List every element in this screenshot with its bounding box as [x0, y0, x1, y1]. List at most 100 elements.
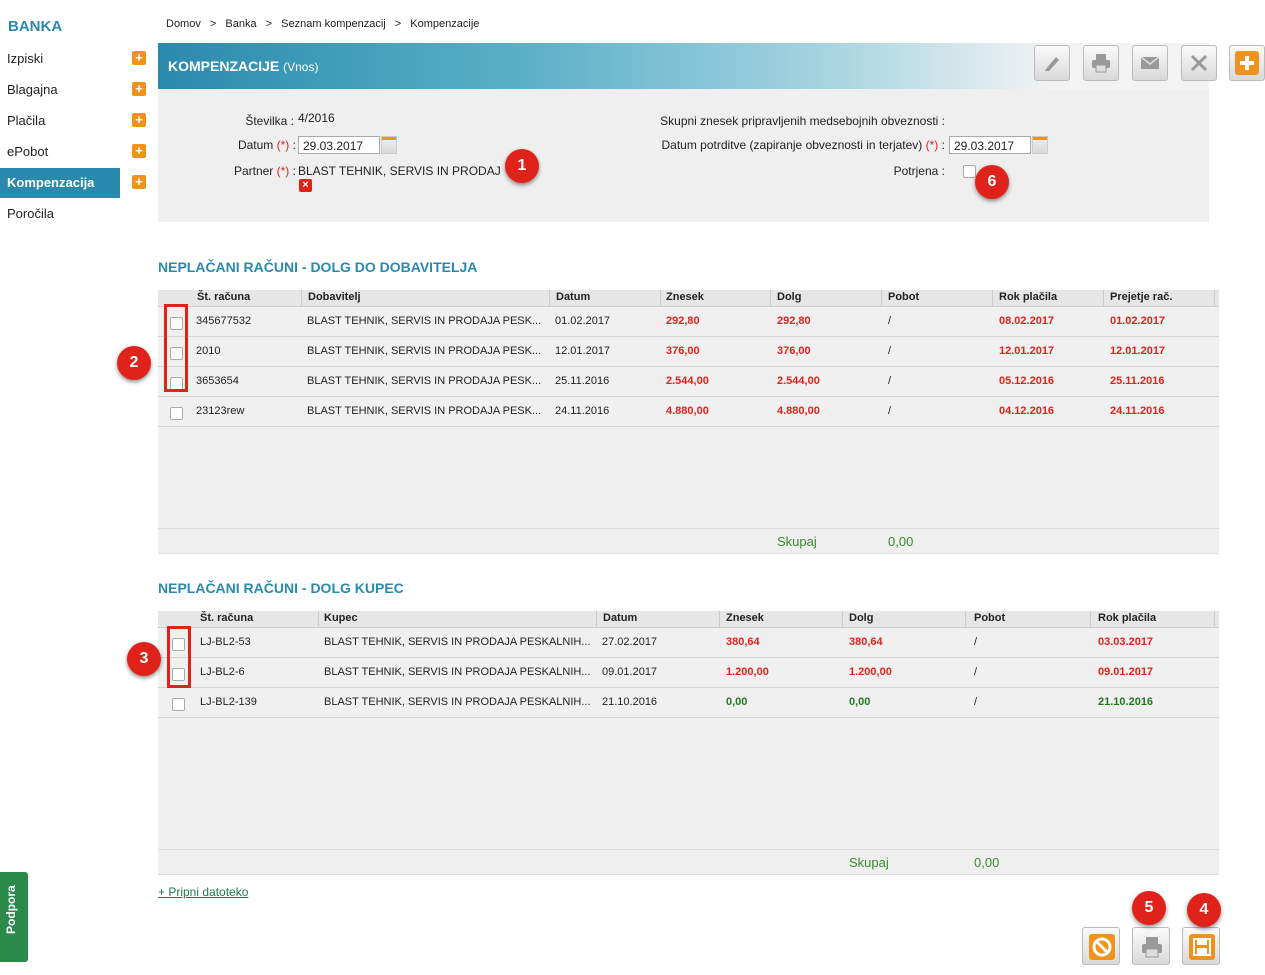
plus-icon[interactable]: +: [132, 113, 146, 127]
plus-icon[interactable]: +: [132, 51, 146, 65]
cell-datum: 25.11.2016: [555, 375, 610, 387]
table-header: Št. računa Kupec Datum Znesek Dolg Pobot…: [158, 611, 1219, 628]
colon: :: [292, 138, 296, 152]
stevilka-label: Številka :: [245, 114, 294, 128]
table-row[interactable]: LJ-BL2-139 BLAST TEHNIK, SERVIS IN PRODA…: [158, 687, 1219, 718]
col-rok[interactable]: Rok plačila: [1098, 612, 1157, 624]
cell-dolg: 1.200,00: [849, 666, 892, 678]
sidebar-item-porocila[interactable]: Poročila: [0, 199, 150, 229]
sum-value: 0,00: [888, 534, 914, 549]
potrditev-input[interactable]: 29.03.2017: [949, 136, 1031, 154]
cell-znesek: 292,80: [666, 315, 700, 327]
sidebar-item-kompenzacija[interactable]: Kompenzacija +: [0, 168, 150, 198]
plus-icon[interactable]: +: [132, 144, 146, 158]
annotation-badge-5: 5: [1132, 891, 1166, 925]
sidebar-item-izpiski[interactable]: Izpiski +: [0, 44, 150, 74]
mail-icon: [1140, 56, 1160, 69]
sum-value: 0,00: [974, 855, 1000, 870]
col-datum[interactable]: Datum: [556, 291, 591, 303]
cell-dolg: 376,00: [777, 345, 811, 357]
potrjena-checkbox[interactable]: [963, 165, 976, 178]
edit-button[interactable]: [1034, 45, 1070, 81]
col-datum[interactable]: Datum: [603, 612, 638, 624]
calendar-icon[interactable]: [381, 136, 397, 154]
table-row[interactable]: 345677532 BLAST TEHNIK, SERVIS IN PRODAJ…: [158, 306, 1219, 337]
sidebar-item-label: Plačila: [7, 113, 46, 128]
potrjena-label: Potrjena :: [893, 164, 945, 178]
attach-file-link[interactable]: + Pripni datoteko: [158, 885, 249, 899]
col-znesek[interactable]: Znesek: [726, 612, 764, 624]
sidebar-item-epobot[interactable]: ePobot +: [0, 137, 150, 167]
mail-button[interactable]: [1132, 45, 1168, 81]
cell-prejetje: 12.01.2017: [1110, 345, 1166, 357]
datum-label-group: Datum (*) :: [200, 138, 296, 152]
print-button[interactable]: [1083, 45, 1119, 81]
remove-partner-icon[interactable]: ×: [299, 179, 312, 192]
cancel-button[interactable]: [1082, 927, 1120, 965]
plus-icon[interactable]: +: [132, 175, 146, 189]
row-checkbox[interactable]: [172, 698, 185, 711]
cell-partner: BLAST TEHNIK, SERVIS IN PRODAJA PESKALNI…: [324, 696, 591, 708]
col-dolg[interactable]: Dolg: [777, 291, 802, 303]
breadcrumb-list[interactable]: Seznam kompenzacij: [281, 18, 386, 30]
form-panel: [158, 89, 1209, 222]
support-tab[interactable]: Podpora: [0, 872, 28, 962]
cell-znesek: 0,00: [726, 696, 748, 708]
table-row[interactable]: 3653654 BLAST TEHNIK, SERVIS IN PRODAJA …: [158, 366, 1219, 397]
save-button[interactable]: [1182, 927, 1220, 965]
cell-partner: BLAST TEHNIK, SERVIS IN PRODAJA PESKALNI…: [324, 636, 591, 648]
col-partner[interactable]: Dobavitelj: [308, 291, 361, 303]
col-sep: [965, 611, 966, 627]
cell-st: LJ-BL2-139: [200, 696, 257, 708]
row-checkbox[interactable]: [170, 347, 183, 360]
sidebar-item-label: Izpiski: [7, 51, 44, 66]
cell-prejetje: 24.11.2016: [1110, 405, 1165, 417]
sum-label: Skupaj: [849, 855, 889, 870]
col-pobot[interactable]: Pobot: [974, 612, 1006, 624]
row-checkbox[interactable]: [170, 317, 183, 330]
cell-st: LJ-BL2-53: [200, 636, 251, 648]
cell-znesek: 380,64: [726, 636, 760, 648]
breadcrumb-home[interactable]: Domov: [166, 18, 201, 30]
sidebar-item-placila[interactable]: Plačila +: [0, 106, 150, 136]
cell-dolg: 2.544,00: [777, 375, 820, 387]
cell-dolg: 4.880,00: [777, 405, 820, 417]
cell-datum: 12.01.2017: [555, 345, 611, 357]
col-partner[interactable]: Kupec: [324, 612, 358, 624]
col-sep: [660, 290, 661, 306]
cell-dolg: 0,00: [849, 696, 871, 708]
table-row[interactable]: 2010 BLAST TEHNIK, SERVIS IN PRODAJA PES…: [158, 336, 1219, 367]
breadcrumb-sep: >: [265, 18, 273, 30]
row-checkbox[interactable]: [170, 407, 183, 420]
cell-partner: BLAST TEHNIK, SERVIS IN PRODAJA PESK...: [307, 345, 542, 357]
plus-icon[interactable]: +: [132, 82, 146, 96]
row-checkbox[interactable]: [172, 668, 185, 681]
cell-rok: 12.01.2017: [999, 345, 1055, 357]
col-st[interactable]: Št. računa: [197, 291, 251, 303]
col-st[interactable]: Št. računa: [200, 612, 254, 624]
col-sep: [1103, 290, 1104, 306]
page-title-text: KOMPENZACIJE: [168, 58, 280, 74]
col-dolg[interactable]: Dolg: [849, 612, 874, 624]
colon: :: [292, 164, 296, 178]
col-znesek[interactable]: Znesek: [666, 291, 704, 303]
table-row[interactable]: LJ-BL2-6 BLAST TEHNIK, SERVIS IN PRODAJA…: [158, 657, 1219, 688]
row-checkbox[interactable]: [172, 638, 185, 651]
sum-label: Skupaj: [777, 534, 817, 549]
col-prejetje[interactable]: Prejetje rač.: [1110, 291, 1173, 303]
cell-partner: BLAST TEHNIK, SERVIS IN PRODAJA PESKALNI…: [324, 666, 591, 678]
table-row[interactable]: LJ-BL2-53 BLAST TEHNIK, SERVIS IN PRODAJ…: [158, 627, 1219, 658]
add-button[interactable]: [1229, 45, 1265, 81]
close-button[interactable]: [1181, 45, 1217, 81]
cell-partner: BLAST TEHNIK, SERVIS IN PRODAJA PESK...: [307, 375, 542, 387]
col-pobot[interactable]: Pobot: [888, 291, 920, 303]
print-bottom-button[interactable]: [1132, 927, 1170, 965]
calendar-icon[interactable]: [1032, 136, 1048, 154]
save-icon: [1189, 934, 1215, 960]
sidebar-item-blagajna[interactable]: Blagajna +: [0, 75, 150, 105]
table-row[interactable]: 23123rew BLAST TEHNIK, SERVIS IN PRODAJA…: [158, 396, 1219, 427]
breadcrumb-banka[interactable]: Banka: [225, 18, 257, 30]
datum-input[interactable]: 29.03.2017: [298, 136, 380, 154]
col-rok[interactable]: Rok plačila: [999, 291, 1058, 303]
sum-row: Skupaj 0,00: [158, 849, 1219, 875]
